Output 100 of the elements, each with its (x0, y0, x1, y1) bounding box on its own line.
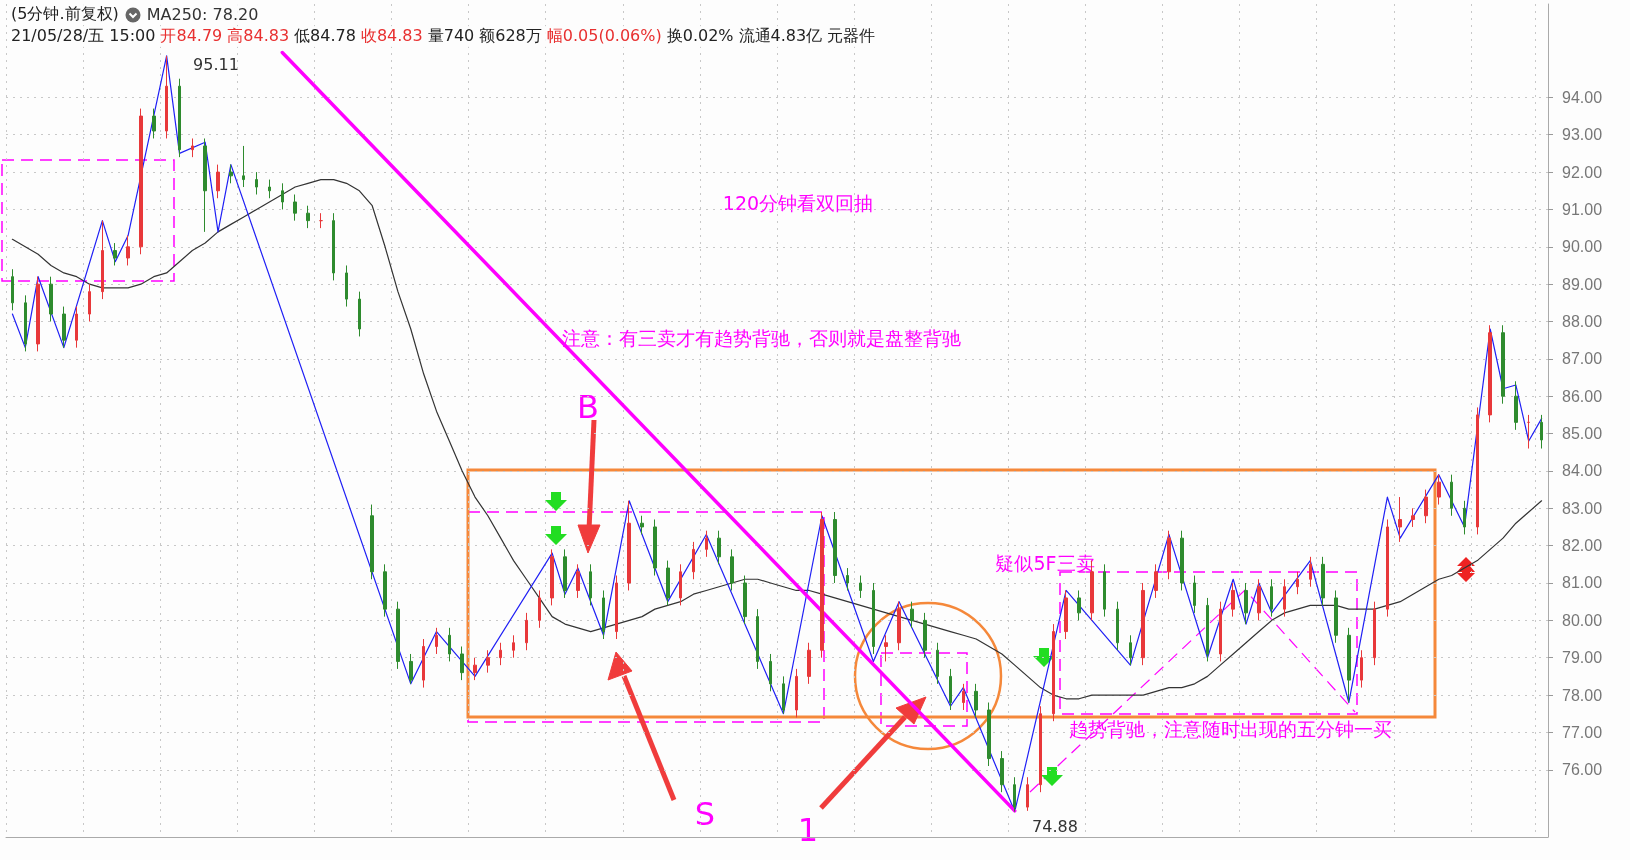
candlestick (1373, 601, 1376, 666)
candlestick (101, 220, 104, 300)
y-tick-label: 87.00 (1562, 350, 1603, 368)
candlestick (255, 171, 258, 196)
candlestick (1206, 597, 1209, 662)
candlestick (576, 563, 580, 599)
candlestick (525, 612, 528, 651)
candlestick (409, 653, 413, 685)
candlestick (1167, 530, 1171, 580)
candlestick (1154, 563, 1158, 599)
candlestick (191, 137, 194, 158)
candlestick (807, 642, 811, 685)
candlestick (1463, 500, 1466, 535)
candlestick (1488, 324, 1492, 423)
y-tick-label: 78.00 (1562, 686, 1603, 704)
annotation: 额628万 (479, 26, 542, 47)
candlestick (1514, 380, 1518, 431)
candlestick (1347, 627, 1351, 704)
annotation: 95.11 (193, 54, 239, 74)
candlestick (88, 283, 91, 323)
candlestick (1527, 414, 1530, 450)
candlestick (1141, 582, 1145, 666)
candlestick (1103, 563, 1106, 618)
candlestick (769, 653, 772, 692)
candlestick (923, 612, 927, 659)
candlestick (1129, 634, 1132, 666)
candlestick (281, 182, 284, 210)
candlestick (473, 657, 477, 681)
candlestick (396, 601, 400, 670)
y-tick-label: 81.00 (1562, 574, 1603, 592)
candlestick (1026, 776, 1029, 812)
candlestick (1244, 582, 1248, 625)
candlestick (974, 683, 978, 718)
candlestick (1476, 406, 1479, 535)
y-tick-label: 76.00 (1562, 761, 1603, 779)
candlestick (178, 78, 181, 158)
y-tick-label: 90.00 (1562, 238, 1603, 256)
candlestick (1231, 582, 1235, 618)
candlestick (1283, 578, 1286, 618)
candlestick (1424, 489, 1428, 524)
y-tick-label: 93.00 (1562, 126, 1603, 144)
candlestick (1193, 575, 1196, 614)
candlestick (1000, 750, 1004, 793)
candlestick (126, 235, 130, 266)
candlestick (705, 530, 708, 558)
candlestick (203, 137, 207, 233)
candlestick (756, 608, 759, 670)
candlestick (833, 511, 837, 584)
candlestick (653, 518, 657, 577)
y-tick-label: 77.00 (1562, 723, 1603, 741)
candlestick (679, 563, 682, 606)
candlestick (268, 179, 271, 199)
candlestick (627, 500, 631, 591)
candlestick (910, 601, 914, 629)
candlestick (319, 212, 323, 229)
candlestick (11, 268, 14, 311)
candlestick (152, 108, 156, 139)
annotation: 元器件 (827, 26, 876, 47)
candlestick (1077, 589, 1081, 621)
y-tick-label: 79.00 (1562, 649, 1603, 667)
candlestick (1013, 776, 1016, 813)
chart-title: (5分钟.前复权) (11, 4, 119, 25)
annotation: 高84.83 (227, 26, 290, 47)
candlestick (1334, 589, 1338, 644)
candlestick (1257, 578, 1261, 621)
candlestick (1360, 649, 1363, 689)
annotation: 换0.02% (666, 26, 734, 47)
candlestick (949, 668, 952, 711)
candlestick (897, 601, 901, 651)
annotation: B (577, 388, 599, 426)
candlestick (1270, 578, 1273, 618)
text: MA250: 78.20 (146, 5, 259, 24)
y-tick-label: 85.00 (1562, 425, 1603, 443)
candlestick (216, 164, 220, 199)
candlestick (229, 164, 233, 184)
candlestick (36, 276, 40, 352)
candlestick (1540, 414, 1543, 450)
candlestick (859, 575, 862, 599)
annotation: S (694, 795, 716, 833)
y-tick-label: 94.00 (1562, 88, 1603, 106)
candlestick (936, 642, 939, 685)
y-tick-label: 91.00 (1562, 200, 1603, 218)
candlestick (75, 306, 78, 349)
candlestick (62, 306, 66, 349)
annotation: 74.88 (1032, 816, 1078, 836)
candlestick (550, 548, 554, 606)
candlestick (1450, 474, 1453, 517)
candlestick (846, 567, 849, 591)
candlestick (795, 668, 798, 718)
candlestick (448, 627, 451, 662)
candlestick (692, 541, 695, 580)
candlestick (422, 638, 425, 689)
candlestick (242, 145, 245, 188)
candlestick (640, 515, 644, 535)
candlestick (589, 563, 592, 606)
y-tick-label: 89.00 (1562, 275, 1603, 293)
candlestick (730, 548, 734, 591)
candlestick (1411, 507, 1415, 528)
candlestick (743, 575, 747, 625)
y-tick-label: 83.00 (1562, 499, 1603, 517)
